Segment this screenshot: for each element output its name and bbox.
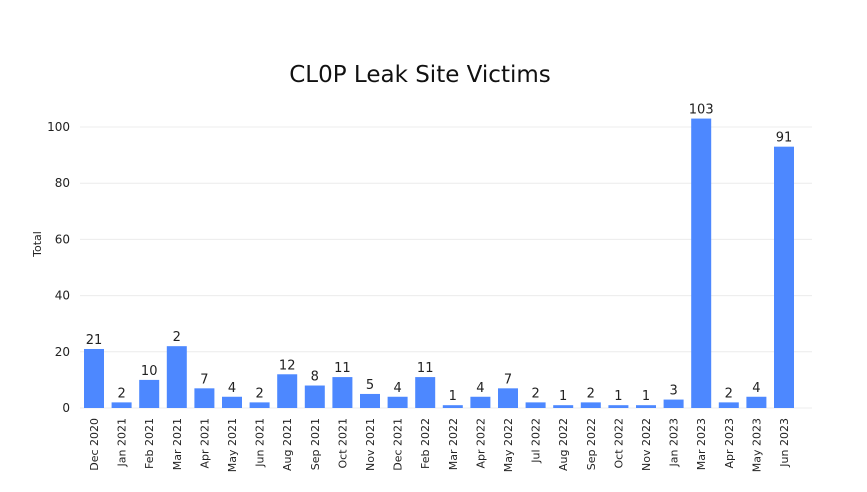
bar [442, 405, 463, 408]
data-label: 91 [776, 131, 793, 146]
bar [111, 402, 132, 408]
x-tick-label: Apr 2023 [723, 418, 736, 469]
x-tick-label: Jun 2021 [254, 418, 267, 468]
bar [498, 388, 518, 408]
bar [718, 402, 739, 408]
x-tick-label: Mar 2022 [447, 418, 460, 470]
bar [746, 396, 767, 408]
bar [166, 346, 187, 408]
bar [553, 405, 574, 408]
data-label: 7 [200, 372, 208, 387]
x-tick-label: Sep 2021 [309, 418, 322, 470]
x-tick-label: Nov 2022 [640, 418, 653, 471]
y-axis-label: Total [31, 231, 44, 258]
x-tick-label: Apr 2022 [474, 418, 487, 469]
x-tick-label: Mar 2023 [695, 418, 708, 470]
y-tick-label: 0 [62, 401, 70, 415]
y-tick-label: 40 [55, 289, 70, 303]
data-label: 11 [334, 361, 351, 376]
x-tick-label: Dec 2020 [88, 418, 101, 471]
data-label: 4 [752, 381, 760, 396]
chart-title: CL0P Leak Site Victims [289, 62, 551, 88]
data-label: 2 [173, 330, 181, 345]
data-label: 2 [531, 386, 539, 401]
x-tick-label: Jun 2023 [778, 418, 791, 468]
x-tick-label: May 2021 [226, 418, 239, 472]
data-label: 1 [559, 389, 567, 404]
data-label: 1 [449, 389, 457, 404]
data-label: 4 [476, 381, 484, 396]
data-label: 10 [141, 364, 158, 379]
data-label: 2 [725, 386, 733, 401]
bar [84, 348, 104, 408]
x-tick-label: Aug 2022 [557, 418, 570, 471]
bar [636, 405, 656, 408]
y-tick-label: 60 [55, 232, 70, 246]
x-tick-label: Aug 2021 [281, 418, 294, 471]
bar [663, 399, 684, 408]
bar [304, 385, 325, 408]
bar [525, 402, 546, 408]
data-label: 21 [86, 333, 103, 348]
data-label: 103 [689, 103, 714, 118]
x-tick-label: May 2022 [502, 418, 515, 472]
bar [139, 379, 160, 408]
data-label: 12 [279, 358, 296, 373]
bar [470, 396, 491, 408]
x-tick-label: Jan 2021 [116, 418, 129, 467]
data-label: 3 [669, 384, 677, 399]
x-tick-label: Feb 2022 [419, 418, 432, 469]
bar [222, 396, 242, 408]
x-tick-label: Sep 2022 [585, 418, 598, 470]
x-tick-label: Feb 2021 [143, 418, 156, 469]
x-tick-label: Jan 2023 [668, 418, 681, 467]
bar [608, 405, 629, 408]
y-tick-label: 100 [47, 120, 70, 134]
bar [415, 377, 436, 408]
data-label: 5 [366, 378, 374, 393]
bar [249, 402, 270, 408]
data-label: 4 [393, 381, 401, 396]
bar [360, 393, 380, 408]
bar [387, 396, 408, 408]
y-tick-label: 20 [55, 345, 70, 359]
bar [774, 146, 794, 409]
bar [277, 374, 298, 408]
data-label: 1 [614, 389, 622, 404]
x-tick-label: Jul 2022 [530, 418, 543, 464]
data-label: 1 [642, 389, 650, 404]
data-label: 2 [117, 386, 125, 401]
data-label: 7 [504, 372, 512, 387]
x-tick-label: Oct 2022 [612, 418, 625, 469]
bar [332, 377, 353, 408]
data-label: 4 [228, 381, 236, 396]
x-tick-label: May 2023 [750, 418, 763, 472]
data-label: 11 [417, 361, 434, 376]
x-tick-label: Nov 2021 [364, 418, 377, 471]
x-tick-label: Mar 2021 [171, 418, 184, 470]
x-tick-label: Dec 2021 [392, 418, 405, 471]
bar [691, 118, 712, 408]
data-label: 2 [255, 386, 263, 401]
x-tick-label: Apr 2021 [198, 418, 211, 469]
y-tick-label: 80 [55, 176, 70, 190]
data-label: 8 [311, 370, 319, 385]
data-label: 2 [587, 386, 595, 401]
bar [580, 402, 601, 408]
x-tick-label: Oct 2021 [336, 418, 349, 469]
bar [194, 388, 215, 408]
